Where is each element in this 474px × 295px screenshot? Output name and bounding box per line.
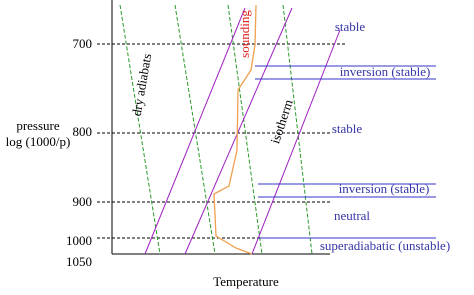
isotherms	[144, 7, 341, 255]
tick-label: 900	[73, 194, 93, 209]
adiabat	[174, 4, 216, 255]
layer-label: stable	[332, 121, 363, 136]
sounding-line	[213, 4, 257, 255]
pressure-levels	[97, 43, 345, 239]
adiabat	[119, 4, 161, 255]
layer-label: stable	[335, 19, 366, 34]
sounding-label: sounding	[237, 10, 252, 58]
axis-label: log (1000/p)	[6, 134, 71, 149]
tick-label: 1000	[66, 233, 92, 248]
tick-label: 800	[73, 124, 93, 139]
layer-label: inversion (stable)	[339, 181, 430, 196]
layer-label: superadiabatic (unstable)	[320, 238, 450, 253]
isotherm-line	[184, 7, 293, 255]
tick-label: 1050	[66, 254, 92, 269]
layer-label: neutral	[334, 208, 370, 223]
isotherm-line	[144, 7, 246, 255]
dry-adiabats	[119, 4, 313, 255]
isotherm-label: isotherm	[267, 98, 295, 146]
isotherm-line	[251, 29, 341, 255]
adiabat	[282, 4, 313, 255]
layer-label: inversion (stable)	[340, 64, 431, 79]
layer-lines	[255, 65, 436, 239]
x-axis-label: Temperature	[213, 274, 279, 289]
tick-label: 700	[73, 36, 93, 51]
axis-label: pressure	[16, 118, 60, 133]
